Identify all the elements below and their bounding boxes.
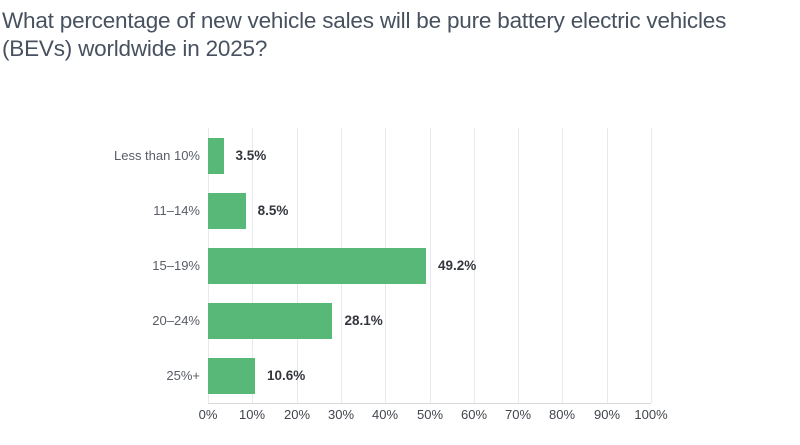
- x-axis-tick-label: 90%: [593, 407, 621, 422]
- category-label: 20–24%: [152, 313, 200, 328]
- x-axis-tick-label: 10%: [238, 407, 266, 422]
- category-label: Less than 10%: [113, 148, 200, 163]
- gridline: [562, 128, 563, 403]
- value-label: 28.1%: [344, 313, 383, 328]
- gridline: [430, 128, 431, 403]
- x-axis-tick-label: 40%: [371, 407, 399, 422]
- bar-1: [208, 137, 224, 174]
- bar-2: [208, 192, 246, 229]
- gridline: [607, 128, 608, 403]
- title-line-2: (BEVs) worldwide in 2025?: [2, 36, 268, 61]
- x-axis-tick-label: 80%: [548, 407, 576, 422]
- value-label: 49.2%: [437, 258, 477, 273]
- chart-question-title: What percentage of new vehicle sales wil…: [2, 7, 798, 63]
- value-label: 3.5%: [235, 148, 267, 163]
- title-line-1: What percentage of new vehicle sales wil…: [2, 8, 727, 33]
- plot-area: [208, 128, 652, 404]
- bar-3: [208, 247, 426, 284]
- x-axis-tick-label: 20%: [283, 407, 311, 422]
- category-label: 25%+: [166, 368, 200, 383]
- gridline: [651, 128, 652, 403]
- value-label: 10.6%: [266, 368, 306, 383]
- x-axis-tick-label: 70%: [504, 407, 532, 422]
- category-label: 15–19%: [152, 258, 200, 273]
- x-axis-tick-label: 100%: [634, 407, 668, 422]
- gridline: [474, 128, 475, 403]
- x-axis-tick-label: 0%: [198, 407, 218, 422]
- gridline: [518, 128, 519, 403]
- bar-4: [208, 302, 333, 339]
- bar-5: [208, 357, 255, 394]
- x-axis-tick-label: 30%: [327, 407, 355, 422]
- value-label: 8.5%: [257, 203, 289, 218]
- x-axis-tick-label: 50%: [416, 407, 444, 422]
- x-axis-tick-label: 60%: [460, 407, 488, 422]
- category-label: 11–14%: [153, 203, 200, 218]
